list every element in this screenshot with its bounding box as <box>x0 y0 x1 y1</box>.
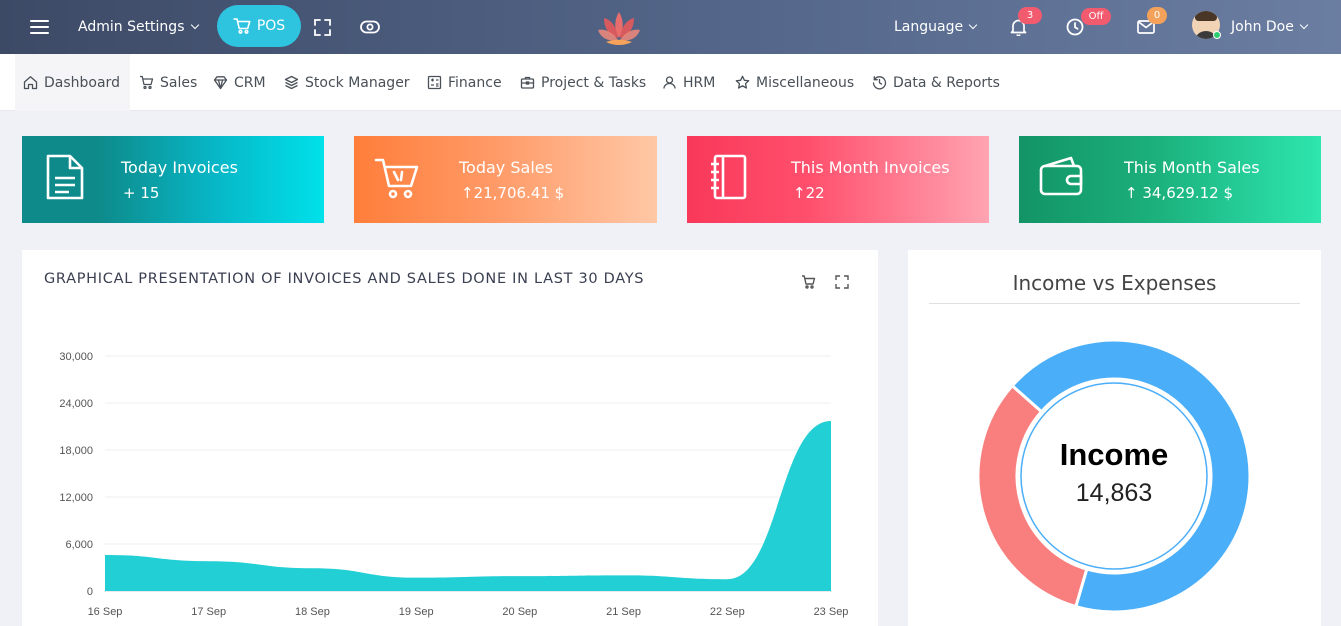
y-tick-label: 6,000 <box>65 539 93 551</box>
main-navigation: Dashboard Sales CRM Stock Manager Financ… <box>0 54 1341 111</box>
y-tick-label: 0 <box>87 586 93 598</box>
mail-icon[interactable] <box>1137 0 1157 54</box>
nav-label: Stock Manager <box>305 74 410 91</box>
toggle-icon[interactable] <box>360 0 380 54</box>
x-tick-label: 16 Sep <box>88 606 123 618</box>
cart-icon <box>374 158 419 199</box>
nav-label: Finance <box>448 74 502 91</box>
pos-button[interactable]: POS <box>217 5 301 47</box>
x-tick-label: 23 Sep <box>814 606 849 618</box>
notebook-icon <box>711 154 747 200</box>
card-title: Today Sales <box>459 158 553 177</box>
income-expenses-panel: Income vs Expenses Income 14,863 <box>908 250 1321 626</box>
clock-status-badge: Off <box>1081 8 1111 25</box>
notification-count-badge: 3 <box>1018 7 1042 24</box>
chart-title: GRAPHICAL PRESENTATION OF INVOICES AND S… <box>44 271 645 287</box>
invoices-sales-chart-panel: GRAPHICAL PRESENTATION OF INVOICES AND S… <box>22 250 878 626</box>
messages-count-badge: 0 <box>1147 7 1167 24</box>
history-icon <box>872 76 887 90</box>
today-invoices-card[interactable]: Today Invoices + 15 <box>22 136 324 223</box>
chevron-down-icon <box>968 20 978 30</box>
this-month-invoices-card[interactable]: This Month Invoices ↑22 <box>687 136 989 223</box>
area-series <box>105 421 831 591</box>
briefcase-icon <box>520 76 535 89</box>
x-tick-label: 20 Sep <box>502 606 537 618</box>
document-icon <box>46 154 84 200</box>
admin-settings-label: Admin Settings <box>78 19 185 35</box>
nav-item-finance[interactable]: Finance <box>419 54 510 111</box>
today-sales-card[interactable]: Today Sales ↑21,706.41 $ <box>354 136 657 223</box>
pos-label: POS <box>256 18 286 34</box>
nav-item-dashboard[interactable]: Dashboard <box>15 54 130 111</box>
user-menu-dropdown[interactable]: John Doe <box>1231 0 1309 54</box>
card-value: ↑21,706.41 $ <box>461 184 565 202</box>
donut-slice-income[interactable] <box>1010 338 1252 614</box>
nav-label: Data & Reports <box>893 74 1000 91</box>
nav-label: Sales <box>160 74 198 91</box>
cart-icon[interactable] <box>801 274 817 290</box>
card-value: ↑22 <box>793 184 825 202</box>
user-name: John Doe <box>1231 19 1294 35</box>
cart-icon <box>140 75 154 90</box>
nav-item-hrm[interactable]: HRM <box>654 54 723 111</box>
nav-item-stock-manager[interactable]: Stock Manager <box>276 54 418 111</box>
online-status-dot <box>1213 31 1221 39</box>
nav-label: CRM <box>234 74 266 91</box>
x-tick-label: 19 Sep <box>399 606 434 618</box>
nav-label: Miscellaneous <box>756 74 855 91</box>
donut-center-value: 14,863 <box>1076 479 1152 507</box>
calculator-icon <box>427 75 442 90</box>
card-value: + 15 <box>123 184 160 202</box>
nav-label: Project & Tasks <box>541 74 647 91</box>
menu-icon[interactable] <box>28 0 50 54</box>
donut-chart: Income 14,863 <box>976 338 1252 614</box>
layers-icon <box>284 75 299 90</box>
clock-icon[interactable] <box>1066 0 1086 54</box>
star-icon <box>735 75 750 89</box>
fullscreen-icon[interactable] <box>834 274 850 290</box>
donut-center-label: Income <box>1060 437 1169 472</box>
area-chart: 0 6,000 12,000 18,000 24,000 30,000 16 Sep 17 S… <box>59 351 849 618</box>
y-tick-label: 12,000 <box>59 492 93 504</box>
chevron-down-icon <box>190 20 199 30</box>
language-dropdown[interactable]: Language <box>894 0 978 54</box>
card-title: This Month Sales <box>1124 158 1260 177</box>
x-tick-label: 21 Sep <box>606 606 641 618</box>
nav-label: HRM <box>683 74 716 91</box>
y-tick-label: 24,000 <box>59 398 93 410</box>
x-tick-label: 18 Sep <box>295 606 330 618</box>
nav-item-miscellaneous[interactable]: Miscellaneous <box>727 54 862 111</box>
lotus-logo <box>598 12 640 45</box>
x-tick-label: 22 Sep <box>710 606 745 618</box>
admin-settings-dropdown[interactable]: Admin Settings <box>78 0 199 54</box>
card-title: This Month Invoices <box>791 158 950 177</box>
cart-icon <box>233 18 251 34</box>
this-month-sales-card[interactable]: This Month Sales ↑ 34,629.12 $ <box>1019 136 1321 223</box>
card-value: ↑ 34,629.12 $ <box>1125 184 1233 202</box>
home-icon <box>23 76 38 90</box>
users-icon <box>663 76 676 89</box>
language-label: Language <box>894 19 964 35</box>
wallet-icon <box>1039 156 1083 196</box>
nav-item-data-reports[interactable]: Data & Reports <box>864 54 1008 111</box>
title-divider <box>929 303 1300 304</box>
donut-inner-ring <box>1020 382 1208 570</box>
donut-slice-expenses[interactable] <box>976 383 1089 609</box>
y-tick-label: 18,000 <box>59 445 93 457</box>
nav-item-project-tasks[interactable]: Project & Tasks <box>512 54 654 111</box>
y-tick-label: 30,000 <box>59 351 93 363</box>
x-tick-label: 17 Sep <box>191 606 226 618</box>
card-title: Today Invoices <box>121 158 238 177</box>
diamond-icon <box>213 76 228 90</box>
donut-title: Income vs Expenses <box>1012 271 1217 295</box>
nav-item-sales[interactable]: Sales <box>131 54 205 111</box>
fullscreen-icon[interactable] <box>314 0 332 54</box>
nav-label: Dashboard <box>44 74 120 91</box>
nav-item-crm[interactable]: CRM <box>205 54 274 111</box>
top-bar: Admin Settings POS Language 3 <box>0 0 1341 54</box>
chevron-down-icon <box>1299 20 1309 30</box>
